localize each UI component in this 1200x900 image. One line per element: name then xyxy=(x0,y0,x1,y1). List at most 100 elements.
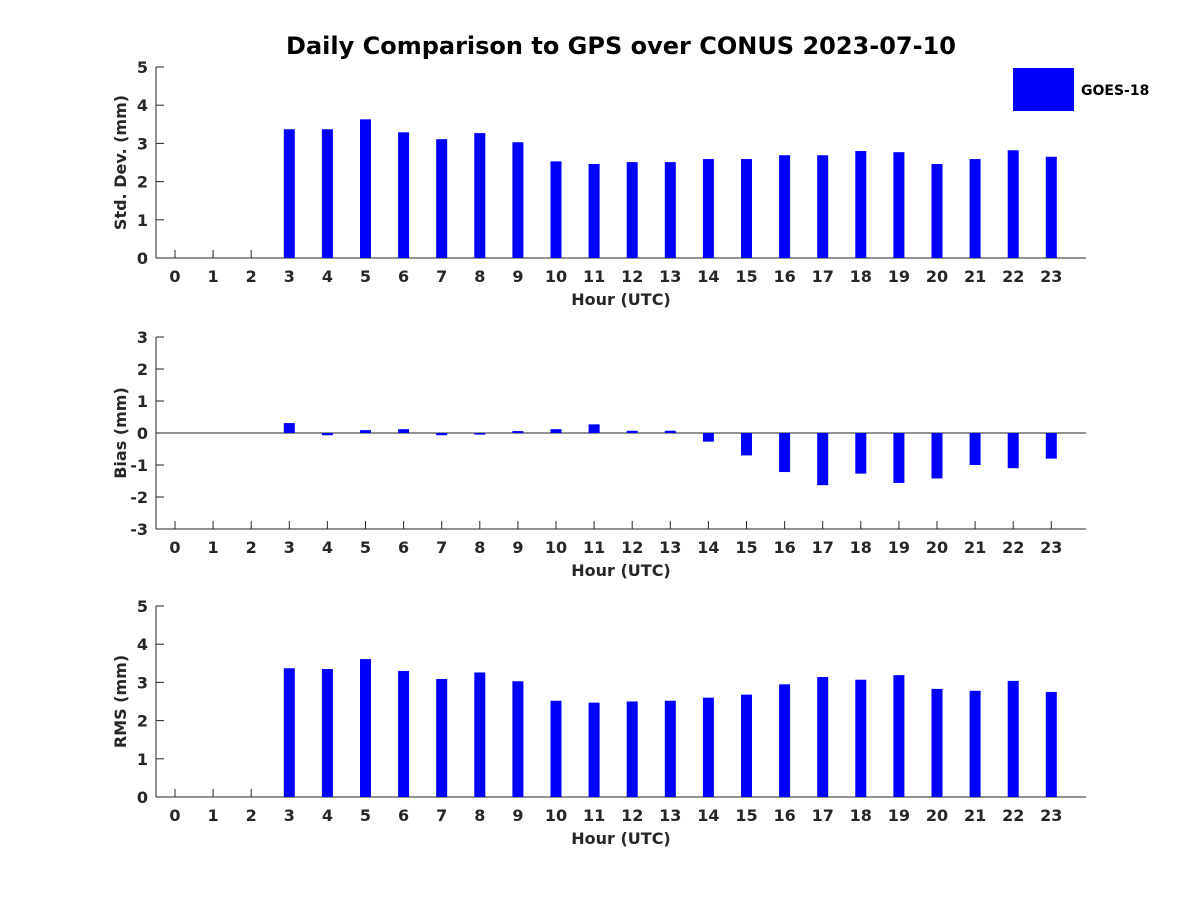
x-tick-label: 17 xyxy=(812,538,834,557)
bar-std-dev-hour-17 xyxy=(817,155,829,258)
bar-std-dev-hour-20 xyxy=(931,164,943,258)
bar-bias-hour-5 xyxy=(360,430,371,433)
chart-title: Daily Comparison to GPS over CONUS 2023-… xyxy=(286,32,956,60)
x-tick-label: 7 xyxy=(436,538,447,557)
x-tick-label: 23 xyxy=(1040,538,1062,557)
y-tick-label: 4 xyxy=(137,96,148,115)
bar-rms-hour-23 xyxy=(1045,691,1057,797)
x-tick-label: 21 xyxy=(964,806,986,825)
bar-bias-hour-21 xyxy=(969,433,981,465)
bar-std-dev-hour-10 xyxy=(550,161,562,258)
y-tick-label: -1 xyxy=(130,456,148,475)
bar-bias-hour-23 xyxy=(1045,433,1057,459)
bar-rms-hour-6 xyxy=(398,670,410,797)
y-tick-label: 2 xyxy=(137,173,148,192)
x-tick-label: 3 xyxy=(284,806,295,825)
y-tick-label: 2 xyxy=(137,360,148,379)
bar-std-dev-hour-9 xyxy=(512,142,524,258)
legend-swatch-goes-18 xyxy=(1013,68,1074,111)
bar-std-dev-hour-6 xyxy=(398,132,410,258)
bar-rms-hour-18 xyxy=(855,679,867,797)
x-tick-label: 18 xyxy=(850,267,872,286)
y-tick-label: 2 xyxy=(137,712,148,731)
x-tick-label: 3 xyxy=(284,267,295,286)
bar-rms-hour-9 xyxy=(512,681,524,797)
y-tick-label: 0 xyxy=(137,788,148,807)
x-tick-label: 4 xyxy=(322,806,333,825)
bar-std-dev-hour-12 xyxy=(626,162,638,258)
legend: GOES-18 xyxy=(1013,68,1149,111)
x-tick-label: 8 xyxy=(474,806,485,825)
x-tick-label: 10 xyxy=(545,267,567,286)
bar-std-dev-hour-23 xyxy=(1045,156,1057,258)
bar-std-dev-hour-11 xyxy=(588,164,600,258)
bar-rms-hour-13 xyxy=(664,700,676,797)
bar-bias-hour-10 xyxy=(550,429,562,433)
x-tick-label: 12 xyxy=(621,806,643,825)
x-tick-label: 11 xyxy=(583,538,605,557)
bar-bias-hour-22 xyxy=(1007,433,1019,469)
x-tick-label: 0 xyxy=(169,806,180,825)
bar-std-dev-hour-19 xyxy=(893,152,905,258)
x-tick-label: 1 xyxy=(208,806,219,825)
x-tick-label: 5 xyxy=(360,538,371,557)
bar-bias-hour-12 xyxy=(626,430,638,433)
y-tick-label: -3 xyxy=(130,520,148,539)
x-tick-label: 14 xyxy=(697,538,719,557)
x-tick-label: 3 xyxy=(284,538,295,557)
y-axis-label: RMS (mm) xyxy=(111,655,130,748)
x-tick-label: 18 xyxy=(850,538,872,557)
y-axis-label: Bias (mm) xyxy=(111,387,130,479)
x-tick-label: 9 xyxy=(512,267,523,286)
y-tick-label: 1 xyxy=(137,750,148,769)
x-tick-label: 15 xyxy=(735,267,757,286)
x-tick-label: 16 xyxy=(773,806,795,825)
x-axis-label: Hour (UTC) xyxy=(571,829,671,848)
x-tick-label: 10 xyxy=(545,806,567,825)
bar-rms-hour-20 xyxy=(931,688,943,797)
x-tick-label: 7 xyxy=(436,267,447,286)
x-tick-label: 2 xyxy=(246,806,257,825)
bar-bias-hour-20 xyxy=(931,433,943,479)
bar-bias-hour-15 xyxy=(741,433,752,456)
bar-std-dev-hour-5 xyxy=(360,119,371,258)
bar-rms-hour-17 xyxy=(817,677,829,797)
y-axis-label: Std. Dev. (mm) xyxy=(111,95,130,230)
bar-bias-hour-9 xyxy=(512,431,524,433)
bar-std-dev-hour-14 xyxy=(702,159,714,258)
x-tick-label: 9 xyxy=(512,806,523,825)
x-tick-label: 23 xyxy=(1040,806,1062,825)
x-tick-label: 16 xyxy=(773,267,795,286)
bar-rms-hour-10 xyxy=(550,700,562,797)
bar-rms-hour-4 xyxy=(321,669,333,797)
y-tick-label: 1 xyxy=(137,211,148,230)
x-tick-label: 23 xyxy=(1040,267,1062,286)
x-tick-label: 5 xyxy=(360,267,371,286)
x-tick-label: 20 xyxy=(926,538,948,557)
bar-rms-hour-8 xyxy=(474,672,486,797)
y-tick-label: -2 xyxy=(130,488,148,507)
y-tick-label: 4 xyxy=(137,635,148,654)
y-tick-label: 0 xyxy=(137,249,148,268)
y-tick-label: 5 xyxy=(137,58,148,77)
x-tick-label: 14 xyxy=(697,806,719,825)
bar-rms-hour-5 xyxy=(360,659,371,797)
x-tick-label: 21 xyxy=(964,267,986,286)
bar-rms-hour-14 xyxy=(702,697,714,797)
bar-bias-hour-13 xyxy=(664,430,676,433)
y-tick-label: 0 xyxy=(137,424,148,443)
bar-bias-hour-11 xyxy=(588,424,600,433)
x-tick-label: 20 xyxy=(926,267,948,286)
x-tick-label: 19 xyxy=(888,806,910,825)
x-tick-label: 2 xyxy=(246,538,257,557)
bar-bias-hour-14 xyxy=(702,433,714,442)
bar-rms-hour-21 xyxy=(969,690,981,797)
bar-std-dev-hour-8 xyxy=(474,133,486,258)
bar-std-dev-hour-3 xyxy=(283,129,295,258)
bar-std-dev-hour-4 xyxy=(321,129,333,258)
x-tick-label: 6 xyxy=(398,538,409,557)
x-tick-label: 10 xyxy=(545,538,567,557)
